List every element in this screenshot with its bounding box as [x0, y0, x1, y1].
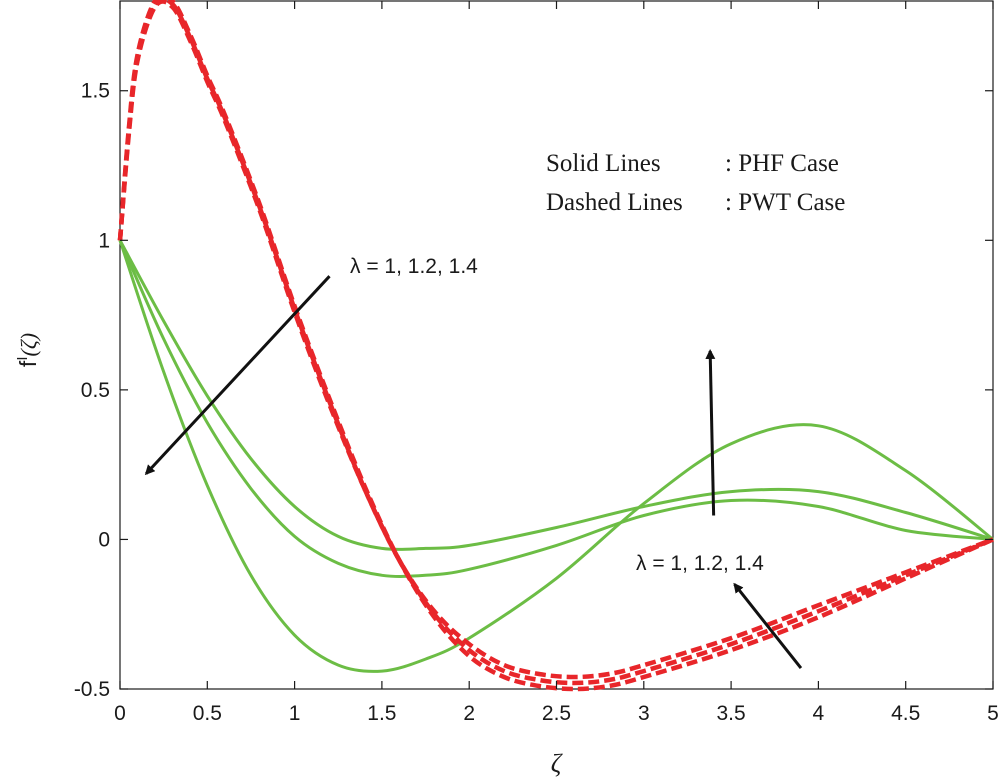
- phf-series-line-2: [118, 239, 994, 673]
- phf-series-line-0: [118, 239, 994, 551]
- x-axis-label: ζ: [551, 749, 563, 778]
- annotation-arrow-0: [144, 275, 331, 476]
- y-tick-label-1: 0: [98, 528, 110, 551]
- y-axis-label-sup: I: [14, 357, 31, 361]
- x-tick-label-1: 0.5: [193, 702, 222, 725]
- annotation-arrow-1: [705, 348, 716, 516]
- pwt-series-line-5: [117, 0, 994, 692]
- y-axis-label-base: f: [15, 360, 41, 367]
- series-layer: [117, 0, 994, 692]
- phf-series-line-1: [118, 239, 994, 578]
- annotation-arrow-2: [733, 582, 803, 669]
- x-tick-label-3: 1.5: [367, 702, 396, 725]
- annotation-lambda-lower-right: λ = 1, 1.2, 1.4: [636, 552, 764, 575]
- note-solid-value: : PHF Case: [725, 150, 839, 177]
- x-tick-label-7: 3.5: [716, 702, 745, 725]
- note-dashed-value: : PWT Case: [725, 189, 845, 216]
- plot-area: [119, 0, 994, 690]
- x-tick-label-8: 4: [813, 702, 825, 725]
- x-tick-label-4: 2: [463, 702, 475, 725]
- x-tick-label-10: 5: [987, 702, 999, 725]
- pwt-series-line-3: [117, 0, 994, 680]
- tick-layer: 0 0.5 1 1.5 2 2.5 3 3.5 4 4.5 5-0.500.511.5: [74, 1, 999, 725]
- x-tick-label-2: 1: [289, 702, 301, 725]
- y-axis-label: fI(ζ): [14, 333, 41, 367]
- note-dashed-label: Dashed Lines: [546, 189, 683, 216]
- y-tick-label-4: 1.5: [81, 80, 110, 103]
- annotation-lambda-upper-left: λ = 1, 1.2, 1.4: [350, 255, 478, 278]
- x-tick-label-6: 3: [638, 702, 650, 725]
- y-tick-label-0: -0.5: [74, 678, 110, 701]
- x-tick-label-9: 4.5: [891, 702, 920, 725]
- y-axis-label-arg: (ζ): [16, 333, 41, 357]
- y-tick-label-2: 0.5: [81, 379, 110, 402]
- x-tick-label-0: 0: [114, 702, 126, 725]
- note-solid-label: Solid Lines: [546, 150, 661, 177]
- y-tick-label-3: 1: [98, 229, 110, 252]
- x-tick-label-5: 2.5: [542, 702, 571, 725]
- arrow-layer: [144, 275, 803, 669]
